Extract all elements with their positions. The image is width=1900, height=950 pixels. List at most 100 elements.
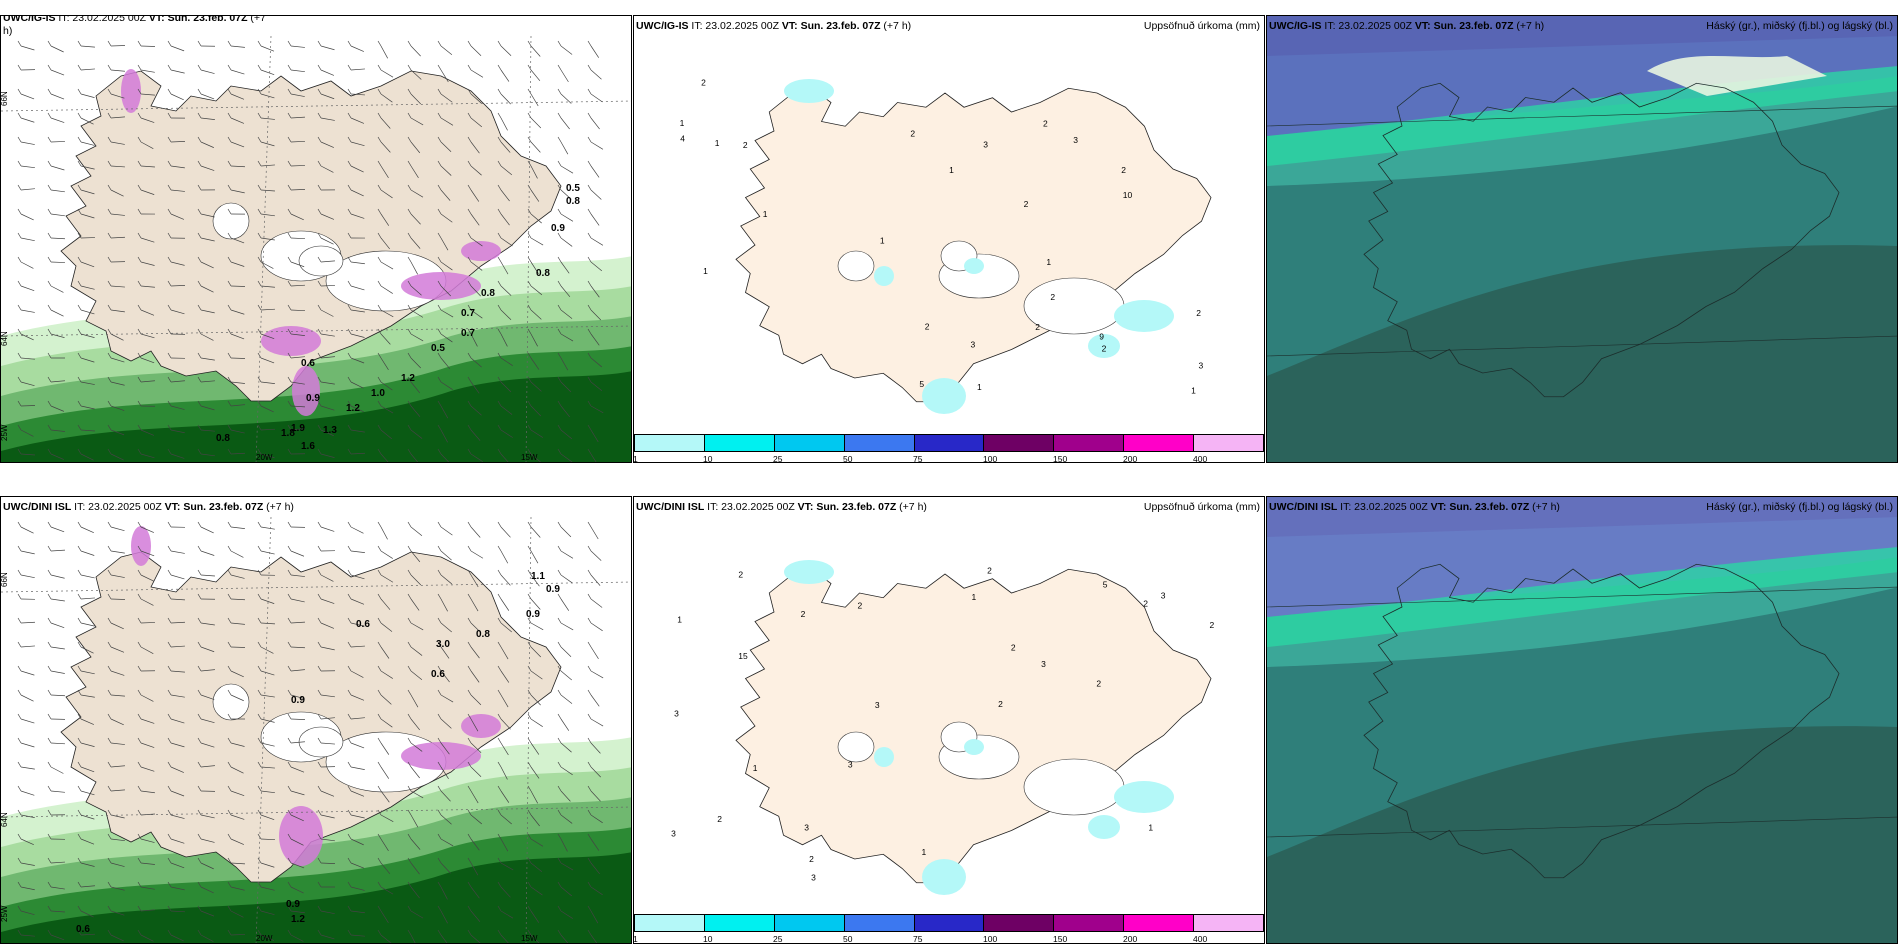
wind-barb-flag	[197, 448, 202, 455]
wind-barb-flag	[257, 88, 262, 95]
wind-barb-flag	[77, 833, 82, 840]
wind-barb-flag	[407, 665, 412, 672]
wind-barb-flag	[257, 184, 262, 191]
wind-barb-flag	[287, 352, 292, 359]
wind-barb	[170, 405, 185, 410]
wind-barb-flag	[467, 785, 472, 792]
wind-barb-flag	[107, 521, 112, 528]
wind-barb	[200, 380, 215, 383]
wind-barb	[110, 814, 125, 819]
wind-barb-flag	[527, 448, 532, 455]
wind-barb	[350, 261, 365, 265]
wind-barb-flag	[287, 593, 292, 600]
wind-barb	[560, 886, 572, 897]
colorbar-tick-label: 10	[703, 934, 713, 944]
wind-barb-flag	[587, 713, 592, 720]
wind-barb	[590, 141, 604, 150]
precip-value-label: 2	[1011, 642, 1016, 652]
wind-barb	[440, 213, 453, 223]
wind-barb-flag	[227, 569, 232, 576]
wind-barb-flag	[17, 641, 22, 648]
wind-barb-flag	[437, 280, 442, 287]
wind-barb-flag	[47, 833, 52, 840]
wind-barb	[80, 261, 95, 268]
wind-barb	[380, 93, 393, 103]
wind-barb	[200, 718, 215, 723]
lead-time: (+7 h)	[1529, 501, 1560, 513]
wind-barb-flag	[377, 232, 382, 239]
wind-barb	[350, 838, 364, 846]
wind-value-label: 1.2	[346, 403, 360, 414]
wind-barb-flag	[17, 280, 22, 287]
wind-barb	[20, 526, 34, 534]
wind-barb	[320, 356, 335, 359]
wind-barb-flag	[407, 785, 412, 792]
wind-barb	[260, 333, 275, 340]
wind-barb	[170, 261, 185, 266]
wind-barb	[140, 380, 155, 383]
wind-barb	[320, 333, 335, 337]
wind-barb-flag	[347, 232, 352, 239]
wind-barb	[470, 237, 483, 247]
wind-barb-flag	[437, 905, 442, 912]
wind-barb	[200, 429, 215, 432]
wind-barb-flag	[407, 593, 412, 600]
wind-barb-flag	[317, 929, 322, 936]
wind-barb	[470, 45, 482, 57]
wind-barb-flag	[587, 617, 592, 624]
wind-barb	[590, 189, 602, 200]
wind-barb	[200, 742, 215, 748]
wind-barb-flag	[527, 64, 532, 71]
wind-barb	[380, 622, 393, 632]
wind-barb	[170, 429, 185, 434]
wind-barb-flag	[47, 304, 52, 311]
wind-barb-flag	[347, 617, 352, 624]
wind-barb-flag	[47, 809, 52, 816]
wind-barb-flag	[47, 785, 52, 792]
wind-barb	[500, 766, 508, 780]
wind-barb	[50, 405, 65, 412]
colorbar-segment	[984, 435, 1055, 451]
precip-value-label: 2	[1024, 199, 1029, 209]
wind-barb	[380, 598, 391, 610]
wind-barb-flag	[287, 376, 292, 383]
wind-barb	[500, 213, 510, 226]
wind-barb-flag	[347, 689, 352, 696]
wind-barb-flag	[317, 256, 322, 263]
wind-barb	[50, 598, 65, 602]
wind-barb-flag	[407, 809, 412, 816]
wind-barb	[320, 237, 334, 245]
wind-barb	[410, 189, 424, 198]
wind-barb	[260, 405, 274, 413]
wind-barb-flag	[587, 785, 592, 792]
wind-barb	[560, 453, 573, 462]
wind-barb-flag	[497, 617, 502, 624]
wind-barb	[410, 862, 420, 875]
wind-barb	[200, 405, 215, 411]
wind-barb-flag	[77, 737, 82, 744]
precip-cell	[461, 241, 501, 261]
wind-barb	[470, 718, 479, 732]
wind-barb	[440, 526, 453, 536]
wind-barb	[470, 526, 481, 538]
wind-barb	[260, 117, 275, 120]
colorbar-tick-label: 25	[773, 454, 783, 464]
wind-barb	[260, 910, 275, 916]
wind-barb	[50, 333, 65, 338]
wind-barb-flag	[257, 40, 262, 47]
precip-value-label: 2	[1143, 598, 1148, 608]
wind-barb	[140, 718, 155, 724]
wind-barb-flag	[257, 785, 262, 792]
wind-barb	[170, 886, 185, 891]
wind-barb	[560, 309, 573, 319]
wind-barb	[410, 357, 421, 369]
wind-barb-flag	[17, 569, 22, 576]
wind-barb	[170, 814, 185, 819]
wind-barb	[380, 237, 390, 250]
wind-barb	[230, 790, 245, 797]
wind-barb	[380, 453, 389, 462]
wind-barb	[200, 862, 214, 870]
graticule-lon	[525, 516, 532, 943]
wind-barb-flag	[47, 328, 52, 335]
